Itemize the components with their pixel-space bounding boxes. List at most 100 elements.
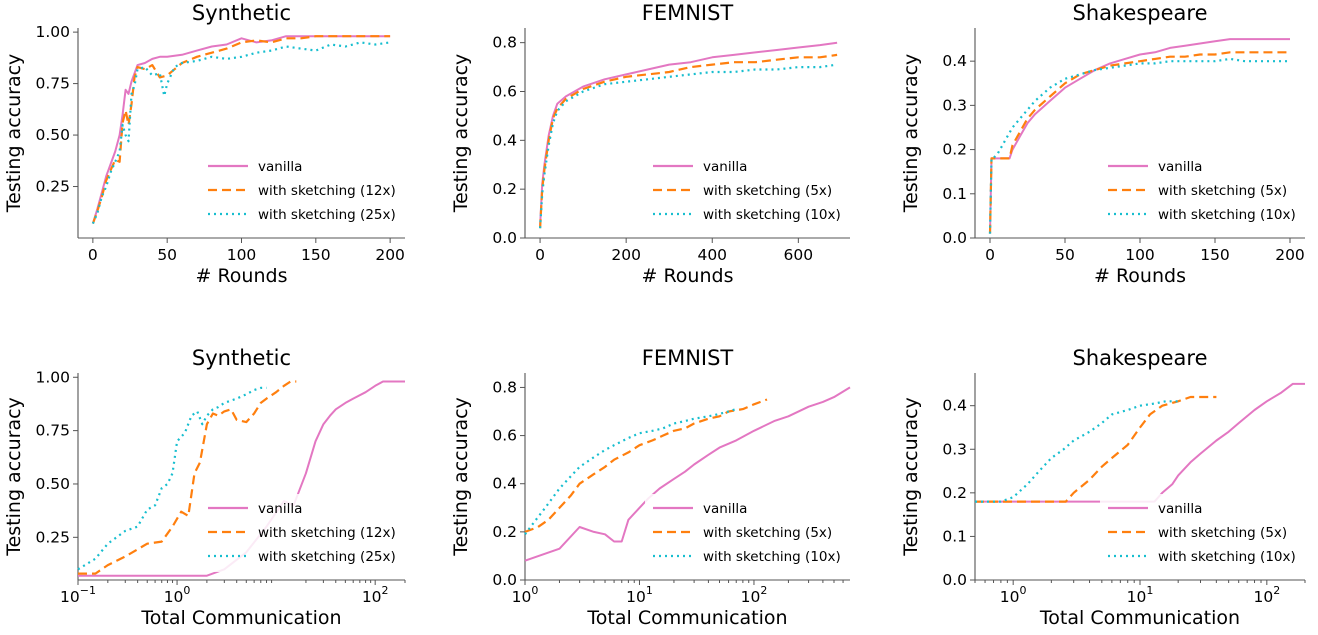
x-tick-label: 102 bbox=[741, 584, 768, 606]
y-tick-label: 1.00 bbox=[35, 368, 70, 386]
legend-label: with sketching (12x) bbox=[258, 525, 396, 541]
series-line-sk_b bbox=[539, 63, 838, 229]
x-axis-label: Total Communication bbox=[140, 607, 341, 629]
legend-label: vanilla bbox=[1158, 159, 1202, 175]
legend-label: vanilla bbox=[258, 501, 302, 517]
y-tick-label: 0.0 bbox=[492, 229, 517, 247]
panel-title: Synthetic bbox=[192, 1, 291, 25]
y-tick-label: 0.6 bbox=[492, 82, 517, 100]
y-axis-label: Testing accuracy bbox=[900, 397, 922, 557]
series-line-vanilla bbox=[91, 35, 391, 224]
x-tick-label: 10−1 bbox=[60, 584, 96, 606]
series-line-sk_a bbox=[975, 395, 1217, 503]
x-tick-label: 102 bbox=[1253, 584, 1280, 606]
panel-title: Shakespeare bbox=[1073, 1, 1208, 25]
x-axis-label: # Rounds bbox=[642, 265, 734, 287]
y-tick-label: 0.2 bbox=[942, 484, 967, 502]
legend-label: with sketching (25x) bbox=[258, 549, 396, 565]
x-tick-exponent: 2 bbox=[760, 584, 767, 597]
x-tick-base: 10 bbox=[1000, 588, 1020, 606]
panel-3: Shakespeare 0.0 0.1 0.2 0.3 0.4 0 50 100 150 200 # … bbox=[900, 1, 1305, 287]
x-tick-base: 10 bbox=[626, 588, 646, 606]
legend-label: with sketching (5x) bbox=[1158, 183, 1287, 199]
x-tick-exponent: 1 bbox=[1146, 584, 1153, 597]
x-tick-exponent: 0 bbox=[531, 584, 538, 597]
x-tick-label: 100 bbox=[164, 584, 191, 606]
y-tick-label: 0.4 bbox=[942, 397, 967, 415]
x-tick-label: 0 bbox=[535, 246, 545, 264]
y-axis-label: Testing accuracy bbox=[3, 397, 25, 557]
x-tick-exponent: 2 bbox=[1273, 584, 1280, 597]
legend-label: vanilla bbox=[258, 159, 302, 175]
y-tick-label: 0.25 bbox=[35, 178, 70, 196]
y-tick-label: 0.2 bbox=[492, 523, 517, 541]
series-line-sk_b bbox=[524, 408, 737, 535]
x-axis-label: # Rounds bbox=[196, 265, 288, 287]
x-tick-exponent: 0 bbox=[1020, 584, 1027, 597]
y-tick-label: 1.00 bbox=[35, 23, 70, 41]
x-tick-label: 100 bbox=[512, 584, 539, 606]
legend-label: with sketching (12x) bbox=[258, 183, 396, 199]
panel-title: Shakespeare bbox=[1073, 346, 1208, 370]
panel-1: Synthetic 0.25 0.50 0.75 1.00 0 50 100 150 200 # R… bbox=[3, 1, 405, 287]
legend-label: with sketching (25x) bbox=[258, 207, 396, 223]
panel-title: FEMNIST bbox=[642, 346, 734, 370]
x-tick-base: 10 bbox=[1127, 588, 1147, 606]
series-line-sk_a bbox=[78, 380, 297, 575]
series-line-vanilla bbox=[78, 380, 405, 577]
legend-label: with sketching (10x) bbox=[703, 207, 841, 223]
x-tick-exponent: 1 bbox=[646, 584, 653, 597]
x-tick-label: 101 bbox=[626, 584, 653, 606]
y-tick-label: 0.8 bbox=[492, 34, 517, 52]
series-line-sk_b bbox=[77, 386, 267, 571]
x-tick-label: 200 bbox=[375, 246, 405, 264]
legend-label: vanilla bbox=[1158, 501, 1202, 517]
x-tick-label: 150 bbox=[1200, 246, 1230, 264]
x-axis-label: Total Communication bbox=[1039, 607, 1240, 629]
y-tick-label: 0.25 bbox=[35, 528, 70, 546]
legend-label: with sketching (5x) bbox=[703, 525, 832, 541]
x-tick-base: 10 bbox=[362, 588, 382, 606]
y-tick-label: 0.50 bbox=[35, 126, 70, 144]
x-tick-label: 100 bbox=[1125, 246, 1155, 264]
y-tick-label: 0.6 bbox=[492, 427, 517, 445]
series-line-sk_b bbox=[975, 400, 1179, 503]
legend-label: with sketching (5x) bbox=[1158, 525, 1287, 541]
y-axis-label: Testing accuracy bbox=[450, 54, 472, 214]
y-tick-label: 0.2 bbox=[942, 141, 967, 159]
x-tick-label: 100 bbox=[1000, 584, 1027, 606]
legend-label: with sketching (10x) bbox=[1158, 549, 1296, 565]
y-tick-label: 0.2 bbox=[492, 180, 517, 198]
x-tick-label: 50 bbox=[157, 246, 177, 264]
panel-title: Synthetic bbox=[192, 346, 291, 370]
y-tick-label: 0.0 bbox=[942, 571, 967, 589]
x-tick-exponent: −1 bbox=[80, 584, 96, 597]
series-line-sk_a bbox=[539, 53, 838, 229]
panel-2: FEMNIST 0.0 0.2 0.4 0.6 0.8 0 200 400 600 # Rounds… bbox=[450, 1, 850, 287]
y-tick-label: 0.1 bbox=[942, 185, 967, 203]
y-tick-label: 0.4 bbox=[492, 475, 517, 493]
y-tick-label: 0.0 bbox=[492, 571, 517, 589]
x-tick-label: 100 bbox=[227, 246, 257, 264]
y-tick-label: 0.4 bbox=[492, 131, 517, 149]
x-tick-label: 50 bbox=[1055, 246, 1075, 264]
series-line-vanilla bbox=[975, 382, 1305, 503]
series-line-sk_a bbox=[988, 51, 1290, 234]
x-tick-base: 10 bbox=[164, 588, 184, 606]
y-tick-label: 0.75 bbox=[35, 422, 70, 440]
y-tick-label: 0.1 bbox=[942, 527, 967, 545]
x-tick-base: 10 bbox=[1253, 588, 1273, 606]
y-axis-label: Testing accuracy bbox=[900, 54, 922, 214]
x-tick-label: 150 bbox=[301, 246, 331, 264]
legend-label: vanilla bbox=[703, 159, 747, 175]
y-tick-label: 0.3 bbox=[942, 440, 967, 458]
y-tick-label: 0.4 bbox=[942, 52, 967, 70]
x-tick-base: 10 bbox=[741, 588, 761, 606]
y-tick-label: 0.8 bbox=[492, 378, 517, 396]
series-line-vanilla bbox=[524, 386, 851, 562]
legend-label: with sketching (10x) bbox=[703, 549, 841, 565]
